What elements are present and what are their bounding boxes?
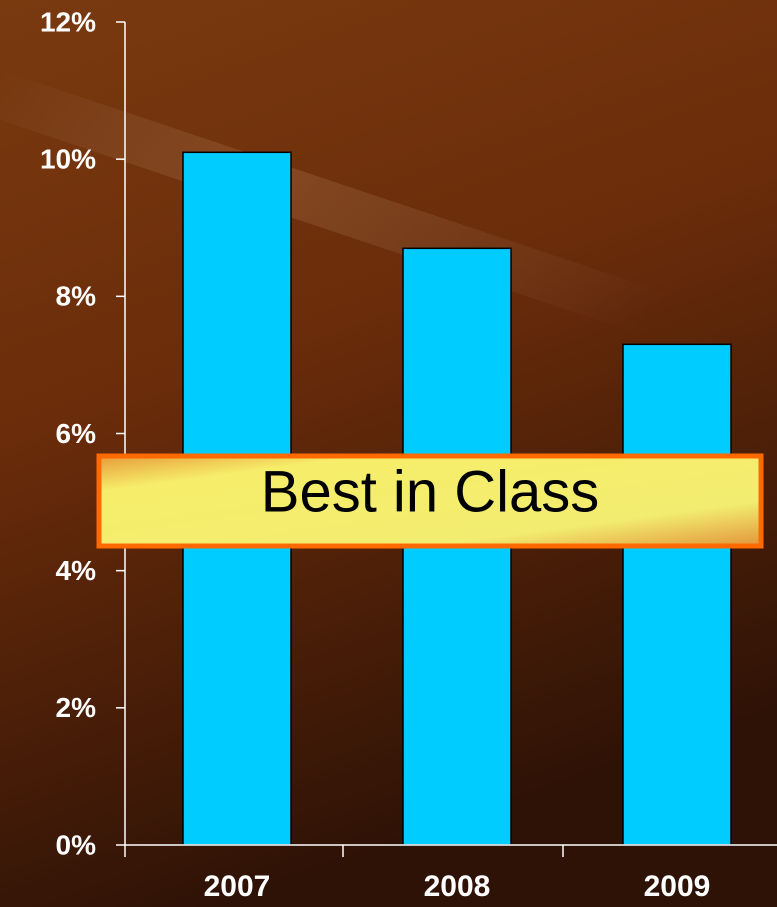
y-tick-label: 10% <box>40 144 96 175</box>
x-tick-label: 2007 <box>204 870 271 903</box>
annotation: Best in Class <box>96 453 764 549</box>
background-streak <box>0 70 777 380</box>
y-tick-label: 8% <box>56 281 97 312</box>
y-tick-label: 12% <box>40 6 96 37</box>
bar <box>622 343 732 846</box>
annotation-box <box>96 453 764 549</box>
y-tick-label: 2% <box>56 692 97 723</box>
y-tick-label: 0% <box>56 829 97 860</box>
x-tick-label: 2008 <box>424 870 491 903</box>
y-tick-label: 6% <box>56 418 97 449</box>
y-tick-label: 4% <box>56 555 97 586</box>
x-tick-label: 2009 <box>644 870 711 903</box>
annotation-text: Best in Class <box>261 459 599 524</box>
